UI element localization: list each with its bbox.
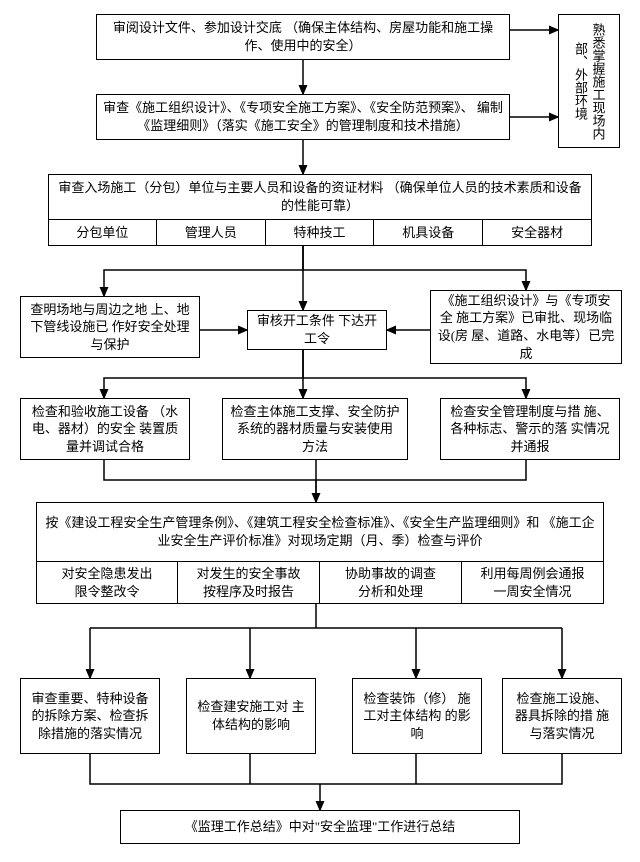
node-n6: 按《建设工程安全生产管理条例》、《建筑工程安全检查标准》、《安全生产监理细则》和…	[36, 502, 604, 562]
n3-cell-3: 机具设备	[374, 220, 483, 246]
node-n7_1: 审查重要、特种设备 的拆除方案、检查拆 除措施的落实情况	[20, 678, 160, 754]
edge-21	[90, 754, 320, 784]
node-n8: 《监理工作总结》中对"安全监理"工作进行总结	[120, 810, 520, 844]
edge-14	[316, 460, 526, 480]
edge-24	[320, 754, 562, 784]
node-n7_3: 检查装饰（修） 施工对主体结构 的影响	[352, 678, 482, 754]
node-n4_c: 审核开工条件 下达开工令	[247, 310, 387, 350]
n3-cell-2: 特种技工	[266, 220, 375, 246]
node-n4_l: 查明场地与周边之地 上、地下管线设施已 作好安全处理与保护	[20, 296, 200, 358]
node-n7_4: 检查施工设施、 器具拆除的措 施与落实情况	[502, 678, 622, 754]
node-n4_r: 《施工组织设计》与《专项安全 施工方案》已审批、现场临设(房 屋、道路、水电等）…	[430, 290, 622, 364]
n3-cell-1: 管理人员	[157, 220, 266, 246]
edge-6	[303, 246, 526, 290]
node-n1: 审阅设计文件、参加设计交底 （确保主体结构、房屋功能和施工操作、使用中的安全）	[96, 14, 510, 60]
n6-cell-2: 协助事故的调查 分析和处理	[320, 562, 462, 604]
n6-cell-1: 对发生的安全事故 按程序及时报告	[178, 562, 320, 604]
edge-5	[104, 246, 303, 296]
n6-cell-0: 对安全隐患发出 限令整改令	[36, 562, 178, 604]
edge-12	[104, 460, 316, 502]
n3-cell-4: 安全器材	[483, 220, 592, 246]
node-n5_r: 检查安全管理制度与措 施、各种标志、警示的落 实情况并通报	[440, 398, 620, 460]
n3-cell-0: 分包单位	[48, 220, 157, 246]
n6-cell-3: 利用每周例会通报 一周安全情况	[462, 562, 604, 604]
node-n6-cells: 对安全隐患发出 限令整改令对发生的安全事故 按程序及时报告协助事故的调查 分析和…	[36, 562, 604, 604]
node-n3: 审查入场施工（分包）单位与主要人员和设备的资证材料 （确保单位人员的技术素质和设…	[48, 174, 592, 220]
node-n2: 审查《施工组织设计》、《专项安全施工方案》、《安全防范预案》、 编制《监理细则》…	[96, 94, 510, 140]
node-n_side: 熟悉掌握施工现场内部、外部环境	[558, 14, 620, 148]
node-n7_2: 检查建安施工对 主体结构的影响	[186, 678, 316, 754]
node-n5_c: 检查主体施工支撑、安全防护 系统的器材质量与安装使用 方法	[222, 398, 408, 460]
node-n3-cells: 分包单位管理人员特种技工机具设备安全器材	[48, 220, 592, 246]
node-n5_l: 检查和验收施工设备 （水电、器材）的安全 装置质量并调试合格	[20, 398, 190, 460]
